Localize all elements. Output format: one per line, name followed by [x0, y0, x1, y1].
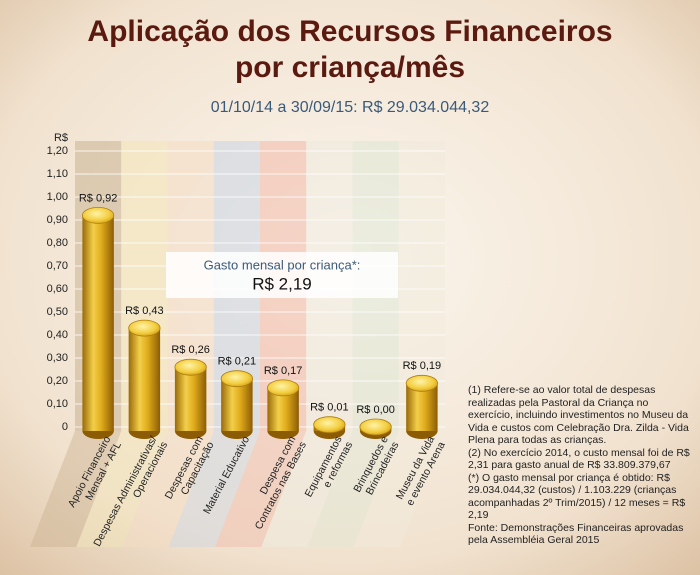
label-band [76, 431, 168, 547]
y-tick-label: 1,20 [47, 145, 68, 157]
y-tick-label: 0,70 [47, 260, 68, 272]
bar [82, 215, 114, 431]
value-label: R$ 0,17 [264, 365, 303, 377]
coin-top [359, 418, 392, 436]
y-tick-label: 1,00 [47, 191, 68, 203]
label-band [168, 431, 260, 547]
y-tick-label: 0,20 [47, 375, 68, 387]
y-tick-label: 0,30 [47, 352, 68, 364]
subtitle: 01/10/14 a 30/09/15: R$ 29.034.044,32 [211, 99, 490, 116]
label-band [261, 431, 353, 547]
footnote: (1) Refere-se ao valor total de despesas… [468, 384, 689, 446]
coin-top [82, 206, 115, 224]
y-tick-label: 0,90 [47, 214, 68, 226]
y-tick-label: 0,60 [47, 283, 68, 295]
footnote: (*) O gasto mensal por criança é obtido:… [468, 471, 686, 522]
y-tick-label: 0 [62, 421, 68, 433]
footnotes: (1) Refere-se ao valor total de despesas… [468, 384, 694, 547]
y-tick-label: 0,80 [47, 237, 68, 249]
bar [221, 378, 253, 431]
value-label: R$ 0,01 [310, 402, 349, 414]
value-label: R$ 0,19 [403, 360, 442, 372]
label-band [307, 431, 399, 547]
annotation-value: R$ 2,19 [252, 274, 312, 293]
coin-top [220, 370, 253, 388]
coin-top [313, 416, 346, 434]
y-axis-label: R$ [54, 132, 68, 144]
chart-title: Aplicação dos Recursos Financeiros [87, 15, 612, 48]
label-band [122, 431, 214, 547]
chart-title: por criança/mês [235, 51, 465, 84]
value-label: R$ 0,43 [125, 305, 164, 317]
annotation-label: Gasto mensal por criança*: [204, 257, 361, 272]
value-label: R$ 0,00 [356, 404, 395, 416]
y-tick-label: 0,40 [47, 329, 68, 341]
value-label: R$ 0,92 [79, 192, 118, 204]
value-label: R$ 0,26 [171, 344, 210, 356]
label-band [30, 431, 122, 547]
y-tick-label: 0,10 [47, 398, 68, 410]
footnote: Fonte: Demonstrações Financeiras aprovad… [468, 521, 684, 547]
coin-top [405, 374, 438, 392]
bar [128, 328, 161, 431]
label-band [353, 431, 445, 547]
coin-top [174, 358, 207, 376]
value-label: R$ 0,21 [218, 356, 257, 368]
footnote: (2) No exercício 2014, o custo mensal fo… [468, 446, 690, 472]
annotation-box [166, 252, 398, 298]
y-tick-label: 1,10 [47, 168, 68, 180]
y-tick-label: 0,50 [47, 306, 68, 318]
coin-top [266, 379, 300, 397]
bar [174, 367, 207, 431]
label-band [215, 431, 307, 547]
coin-top [128, 319, 161, 337]
